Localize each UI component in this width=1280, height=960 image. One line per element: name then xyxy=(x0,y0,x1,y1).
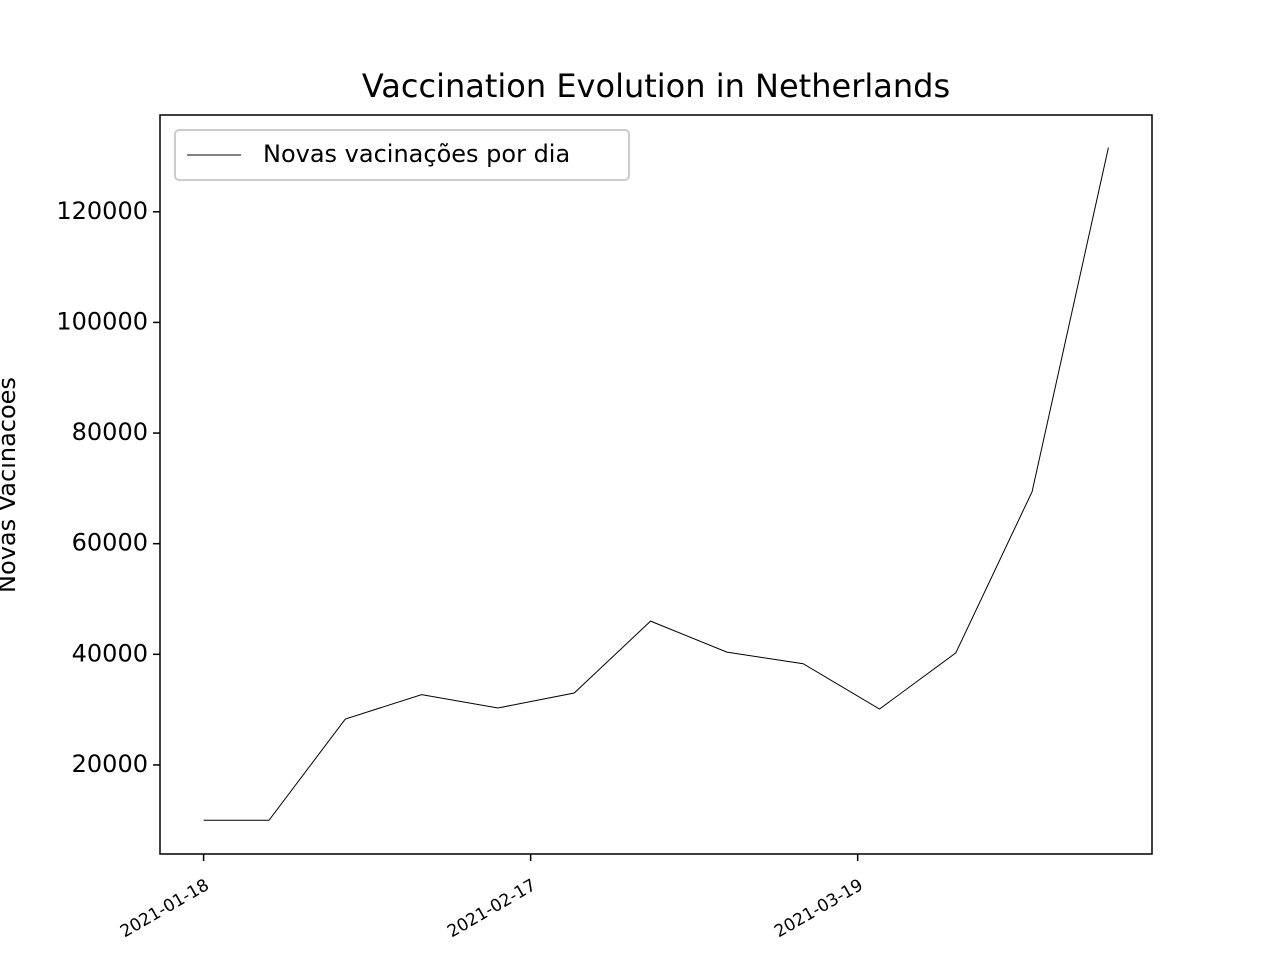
x-tick-label: 2021-01-18 xyxy=(117,875,213,942)
x-axis-label: Data xyxy=(627,957,684,960)
legend-box xyxy=(174,129,630,181)
y-axis-label: Novas Vacinacoes xyxy=(0,377,21,593)
x-tick-label: 2021-03-19 xyxy=(771,875,867,942)
y-tick-label: 20000 xyxy=(72,750,148,778)
legend-label: Novas vacinações por dia xyxy=(263,140,570,168)
y-tick-label: 40000 xyxy=(72,639,148,667)
chart-title: Vaccination Evolution in Netherlands xyxy=(362,67,950,105)
y-tick-label: 120000 xyxy=(56,197,148,225)
y-tick-label: 100000 xyxy=(56,307,148,335)
plot-frame xyxy=(159,114,1153,855)
x-tick-label: 2021-02-17 xyxy=(444,875,540,942)
data-line xyxy=(203,147,1109,821)
y-tick-label: 60000 xyxy=(72,529,148,557)
y-tick-label: 80000 xyxy=(72,418,148,446)
